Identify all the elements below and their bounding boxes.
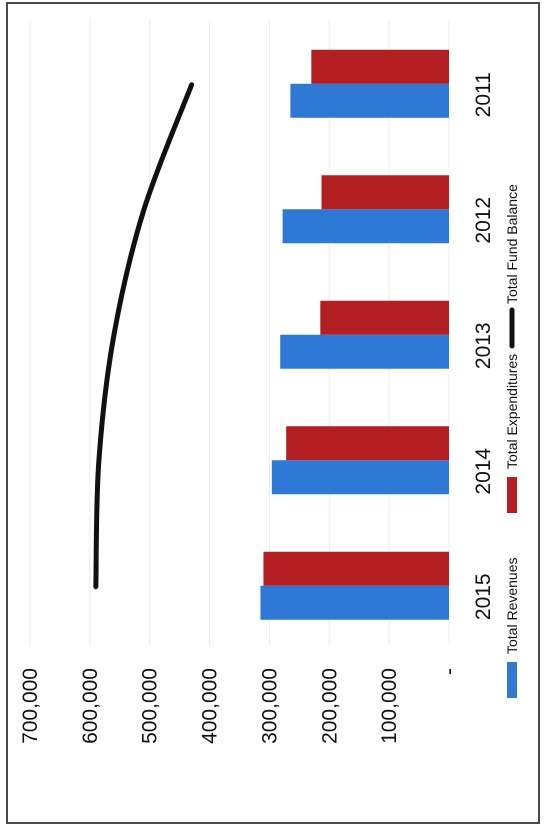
legend-swatch-total-expenditures bbox=[507, 477, 517, 513]
legend-label-total-revenues: Total Revenues bbox=[504, 557, 520, 654]
category-label-2013: 2013 bbox=[472, 322, 495, 369]
bar-total-revenues-2015 bbox=[260, 585, 449, 620]
value-tick-label: - bbox=[438, 668, 461, 675]
bar-total-revenues-2012 bbox=[282, 209, 449, 244]
category-label-2011: 2011 bbox=[472, 72, 495, 117]
bar-total-expenditures-2011 bbox=[311, 49, 449, 84]
bar-total-expenditures-2014 bbox=[286, 426, 449, 461]
value-tick-label: 400,000 bbox=[199, 668, 222, 744]
legend-label-total-fund-balance: Total Fund Balance bbox=[504, 184, 520, 304]
line-total-fund-balance bbox=[93, 82, 195, 590]
bar-total-revenues-2011 bbox=[290, 83, 449, 118]
value-tick-label: 700,000 bbox=[19, 668, 42, 744]
bar-total-revenues-2013 bbox=[280, 334, 449, 369]
legend-label-total-expenditures: Total Expenditures bbox=[504, 354, 520, 469]
bar-total-expenditures-2015 bbox=[263, 551, 449, 586]
value-tick-label: 200,000 bbox=[318, 668, 341, 744]
legend-swatch-total-revenues bbox=[507, 662, 517, 698]
bar-total-revenues-2014 bbox=[271, 460, 449, 495]
value-tick-label: 600,000 bbox=[79, 668, 102, 744]
category-label-2014: 2014 bbox=[472, 448, 495, 495]
chart-frame bbox=[6, 2, 540, 824]
category-label-2012: 2012 bbox=[472, 197, 495, 244]
category-label-2015: 2015 bbox=[472, 573, 495, 620]
value-tick-label: 500,000 bbox=[139, 668, 162, 744]
bar-total-expenditures-2013 bbox=[320, 300, 449, 335]
value-tick-label: 100,000 bbox=[378, 668, 401, 744]
value-tick-label: 300,000 bbox=[258, 668, 281, 744]
bar-total-expenditures-2012 bbox=[321, 175, 449, 210]
